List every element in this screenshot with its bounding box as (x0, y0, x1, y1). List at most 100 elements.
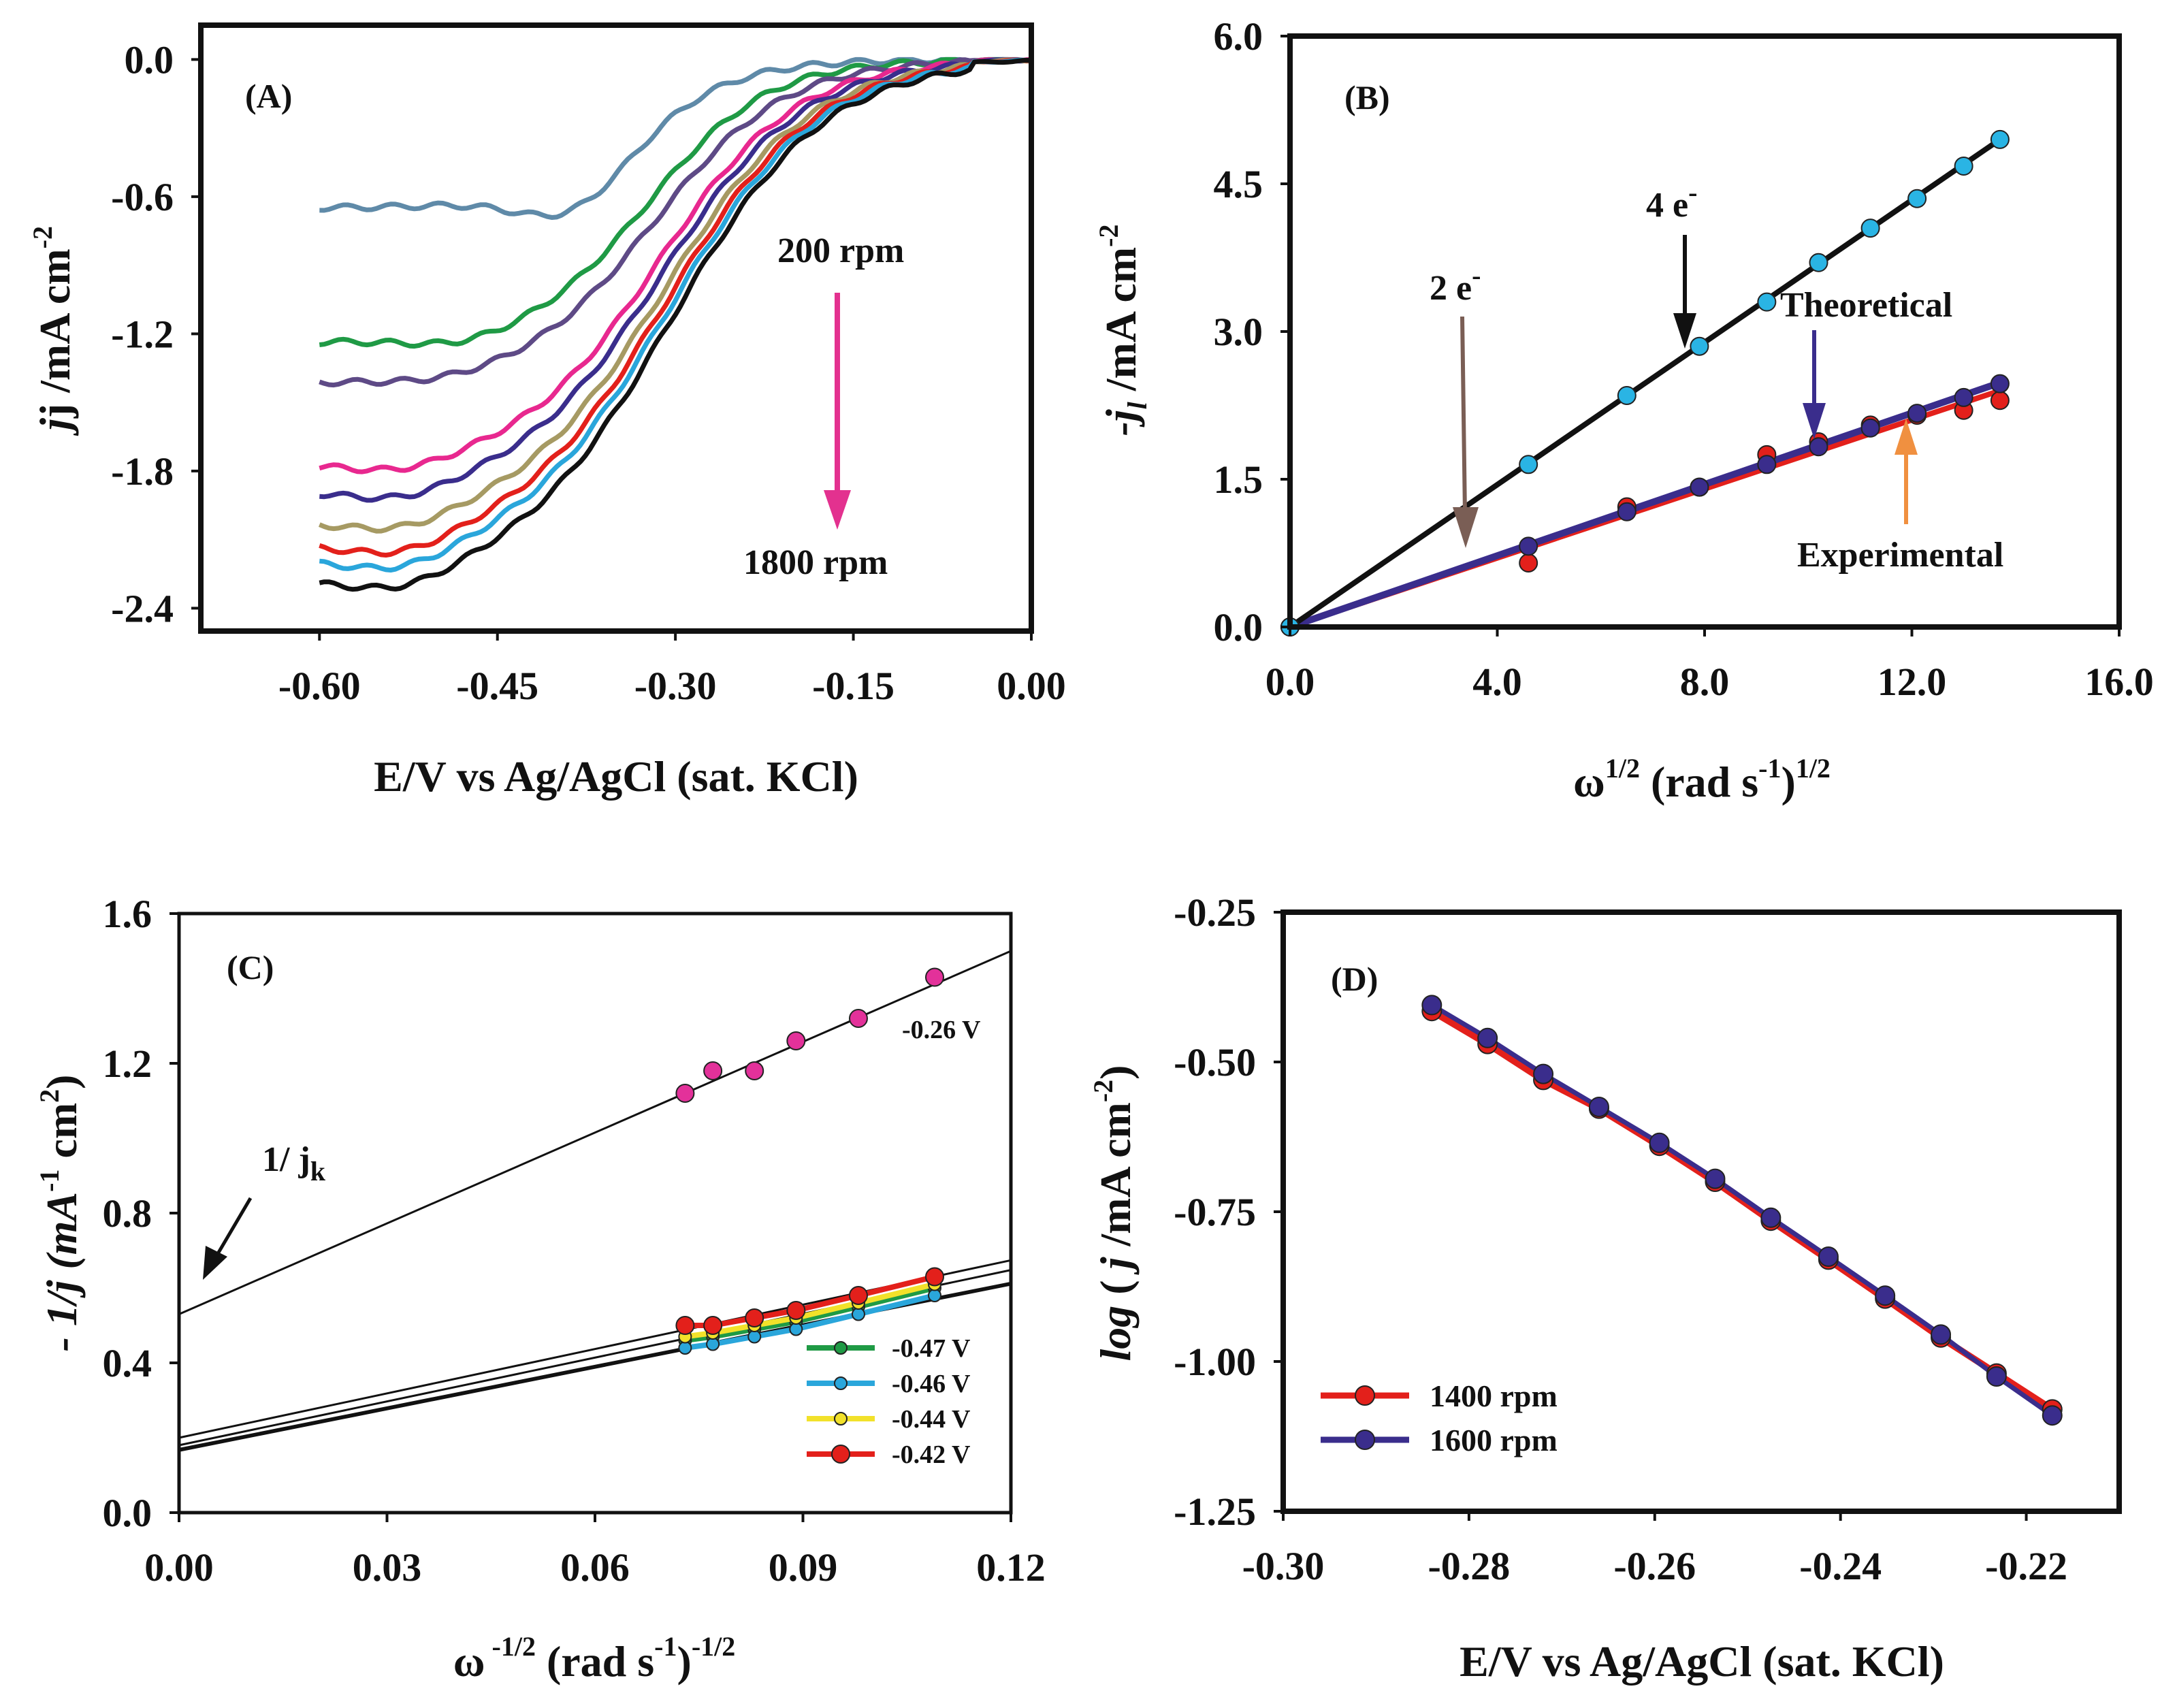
panel-d-xtick-label: -0.26 (1613, 1544, 1696, 1588)
panel-a-ytick-label: -0.6 (111, 175, 174, 219)
panel-c-point--0.42V (786, 1301, 806, 1320)
panel-c-ticks: 0.00 0.03 0.06 0.09 0.12 0.0 0.4 0.8 1.2 1.6 (103, 892, 1046, 1590)
panel-d-point-1600-rpm (1760, 1207, 1782, 1228)
panel-d-ytick-label: -0.75 (1174, 1190, 1256, 1234)
panel-c-point-026 (924, 967, 944, 987)
panel-d-xtick-label: -0.24 (1799, 1544, 1882, 1588)
panel-b-theoretical-point (1907, 404, 1927, 423)
panel-c-series-line--0.44V (684, 1281, 935, 1340)
panel-d-point-1600-rpm (1588, 1097, 1609, 1117)
panel-a-ytick-label: -1.8 (111, 449, 174, 494)
panel-b-4e-point (1990, 129, 2010, 149)
panel-c-ytick-label: 1.2 (103, 1042, 152, 1086)
panel-b-4e-point (1757, 292, 1777, 312)
panel-c-xtick-label: 0.06 (560, 1545, 630, 1590)
panel-c-point-026 (848, 1009, 868, 1028)
panel-a-ytick-label: -2.4 (111, 586, 174, 630)
panel-c-point-026 (675, 1084, 695, 1103)
panel-c-point--0.42V (703, 1316, 723, 1335)
panel-d-point-1600-rpm (2042, 1405, 2063, 1426)
panel-c-legend-swatch-marker (834, 1412, 848, 1425)
panel-d-xtick-label: -0.22 (1985, 1544, 2067, 1588)
panel-a-xlabel: E/V vs Ag/AgCl (sat. KCl) (374, 752, 858, 801)
panel-d-ytick-label: -1.25 (1174, 1489, 1256, 1534)
panel-b: 0.0 4.0 8.0 12.0 16.0 0.0 1.5 3.0 4.5 6.0 (B) 4 e… (1093, 14, 2154, 806)
panel-c-xtick-label: 0.03 (353, 1545, 422, 1590)
panel-a-xtick-label: 0.00 (997, 664, 1066, 708)
panel-a-ylabel-main: j /mA cm (31, 248, 79, 419)
panel-d-point-1600-rpm (1931, 1324, 1952, 1345)
panel-b-xtick-label: 4.0 (1472, 660, 1522, 704)
panel-a-arrow-top-label: 200 rpm (777, 231, 904, 270)
panel-d-point-1600-rpm (1986, 1366, 2007, 1387)
panel-b-4e-label: 4 e- (1646, 177, 1697, 225)
panel-c-point--0.46V (678, 1341, 692, 1355)
panel-d-plot (1421, 995, 2063, 1426)
panel-b-ytick-label: 0.0 (1214, 605, 1263, 649)
panel-c-xlabel: ω -1/2 (rad s-1)-1/2 (453, 1631, 736, 1686)
panel-c-ytick-label: 1.6 (103, 892, 152, 936)
panel-d-xtick-label: -0.28 (1428, 1544, 1510, 1588)
panel-a-xtick-label: -0.45 (456, 664, 538, 708)
panel-c-point-026 (703, 1061, 723, 1080)
panel-c-point--0.42V (848, 1286, 868, 1305)
panel-a-series-1000-rpm (319, 57, 1032, 503)
panel-a-xtick-label: -0.30 (634, 664, 717, 708)
panel-b-theoretical-point (1954, 387, 1973, 407)
panel-b-2e-arrow-head (1453, 507, 1479, 548)
panel-a: -0.60 -0.45 -0.30 -0.15 0.00 0.0 -0.6 -1.2 -1.8 -… (27, 22, 1066, 801)
panel-d-frame (1280, 909, 2122, 1514)
panel-b-ticks: 0.0 4.0 8.0 12.0 16.0 0.0 1.5 3.0 4.5 6.0 (1214, 14, 2154, 704)
panel-b-xtick-label: 16.0 (2084, 660, 2154, 704)
panel-a-ticks: -0.60 -0.45 -0.30 -0.15 0.00 0.0 -0.6 -1.2 -1.8 -… (111, 37, 1066, 708)
panel-c-label: (C) (227, 948, 274, 986)
panel-d-point-1600-rpm (1477, 1027, 1498, 1048)
panel-c-legend-label: -0.47 V (892, 1334, 971, 1363)
panel-d-point-1600-rpm (1533, 1063, 1554, 1084)
panel-a-ytick-label: 0.0 (125, 37, 174, 82)
panel-c-jk-arrow (214, 1197, 253, 1257)
panel-d-ytick-label: -0.25 (1174, 890, 1256, 935)
panel-c-legend-swatch-marker (831, 1445, 850, 1464)
panel-b-4e-point (1907, 189, 1927, 208)
panel-b-2e-label: 4 e2 e- (1430, 260, 1481, 308)
panel-b-xtick-label: 0.0 (1266, 660, 1315, 704)
panel-b-4e-arrow-head (1673, 313, 1696, 349)
panel-c-point-026 (745, 1061, 764, 1080)
panel-b-ytick-label: 1.5 (1214, 457, 1263, 502)
panel-a-arrow-bottom-label: 1800 rpm (743, 543, 888, 582)
panel-b-experimental-point (1990, 391, 2010, 410)
panel-c-point--0.46V (927, 1289, 941, 1302)
panel-b-theoretical-arrow-head (1803, 403, 1826, 439)
panel-d-xlabel: E/V vs Ag/AgCl (sat. KCl) (1460, 1637, 1944, 1686)
panel-c-legend-label: -0.46 V (892, 1370, 971, 1398)
panel-c-ytick-label: 0.0 (103, 1491, 152, 1535)
panel-b-4e-fit-line (1288, 137, 2002, 630)
panel-d-point-1600-rpm (1421, 995, 1442, 1016)
panel-d-legend-label: 1400 rpm (1430, 1379, 1558, 1413)
panel-b-4e-point (1690, 336, 1709, 356)
panel-d-ytick-label: -1.00 (1174, 1340, 1256, 1384)
panel-c-point-026 (786, 1031, 806, 1050)
panel-c-fit-line--0.26V (178, 950, 1012, 1315)
panel-b-xtick-label: 12.0 (1877, 660, 1947, 704)
panel-b-4e-point (1809, 253, 1828, 272)
panel-d-point-1600-rpm (1705, 1168, 1726, 1189)
panel-c-xtick-label: 0.12 (976, 1545, 1046, 1590)
panel-c-point--0.46V (789, 1322, 803, 1336)
panel-d-point-1600-rpm (1875, 1285, 1896, 1306)
panel-c-legend-swatch-marker (834, 1376, 848, 1390)
panel-a-series-200-rpm (319, 57, 1032, 220)
panel-a-curves (318, 57, 1032, 592)
panel-a-series-1200-rpm (318, 57, 1032, 534)
panel-d-legend-label: 1600 rpm (1430, 1423, 1558, 1457)
panel-a-xtick-label: -0.15 (812, 664, 894, 708)
panel-b-frame (1287, 33, 2122, 630)
panel-b-theoretical-label: Theoretical (1780, 286, 1952, 325)
panel-a-series-600-rpm (319, 57, 1032, 388)
panel-c-ytick-label: 0.4 (103, 1341, 152, 1385)
panel-b-ytick-label: 3.0 (1214, 310, 1263, 354)
panel-d-ticks: -0.30 -0.28 -0.26 -0.24 -0.22 -0.25 -0.50 -0.75… (1174, 890, 2067, 1588)
panel-b-ytick-label: 4.5 (1214, 162, 1263, 206)
panel-b-experimental-label: Experimental (1797, 536, 2003, 575)
